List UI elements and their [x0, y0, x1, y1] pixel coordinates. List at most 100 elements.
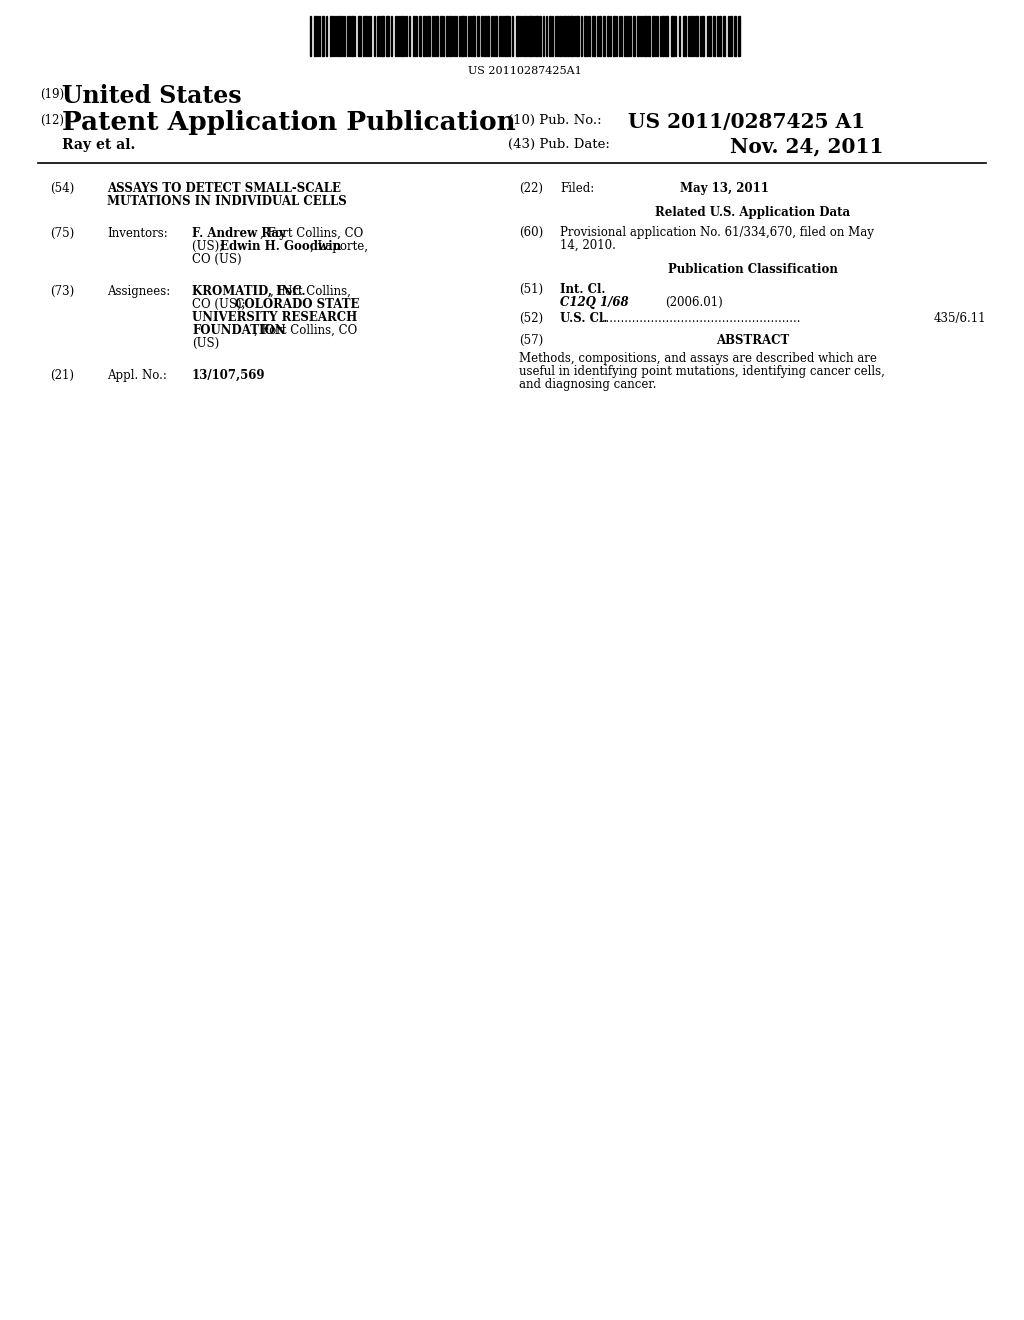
Bar — [339, 16, 341, 55]
Bar — [559, 16, 561, 55]
Text: MUTATIONS IN INDIVIDUAL CELLS: MUTATIONS IN INDIVIDUAL CELLS — [106, 195, 347, 209]
Text: (57): (57) — [519, 334, 544, 347]
Bar — [652, 16, 654, 55]
Bar — [505, 16, 508, 55]
Bar — [702, 16, 705, 55]
Bar — [564, 16, 566, 55]
Text: F. Andrew Ray: F. Andrew Ray — [193, 227, 286, 240]
Bar — [549, 16, 551, 55]
Text: ABSTRACT: ABSTRACT — [716, 334, 790, 347]
Bar — [440, 16, 442, 55]
Bar — [423, 16, 425, 55]
Bar — [419, 16, 421, 55]
Bar — [436, 16, 438, 55]
Text: C12Q 1/68: C12Q 1/68 — [560, 296, 629, 309]
Text: Methods, compositions, and assays are described which are: Methods, compositions, and assays are de… — [519, 352, 877, 366]
Bar — [449, 16, 451, 55]
Text: US 20110287425A1: US 20110287425A1 — [468, 66, 582, 77]
Text: , Fort Collins,: , Fort Collins, — [270, 285, 351, 298]
Bar — [575, 16, 579, 55]
Text: and diagnosing cancer.: and diagnosing cancer. — [519, 378, 656, 391]
Text: .....................................................: ........................................… — [598, 312, 801, 325]
Bar — [472, 16, 475, 55]
Bar — [723, 16, 725, 55]
Bar — [719, 16, 721, 55]
Text: 13/107,569: 13/107,569 — [193, 370, 265, 381]
Bar — [481, 16, 483, 55]
Bar — [734, 16, 736, 55]
Text: , Laporte,: , Laporte, — [310, 240, 368, 253]
Bar — [738, 16, 740, 55]
Text: Ray et al.: Ray et al. — [62, 139, 135, 152]
Text: FOUNDATION: FOUNDATION — [193, 323, 286, 337]
Bar — [730, 16, 732, 55]
Bar — [567, 16, 569, 55]
Text: (10) Pub. No.:: (10) Pub. No.: — [508, 114, 602, 127]
Bar — [358, 16, 361, 55]
Bar — [570, 16, 573, 55]
Text: May 13, 2011: May 13, 2011 — [680, 182, 769, 195]
Text: (21): (21) — [50, 370, 74, 381]
Text: (52): (52) — [519, 312, 543, 325]
Text: , Fort Collins, CO: , Fort Collins, CO — [260, 227, 364, 240]
Text: US 2011/0287425 A1: US 2011/0287425 A1 — [628, 112, 865, 132]
Bar — [584, 16, 586, 55]
Text: UNIVERSITY RESEARCH: UNIVERSITY RESEARCH — [193, 312, 357, 323]
Text: (43) Pub. Date:: (43) Pub. Date: — [508, 139, 610, 150]
Text: Filed:: Filed: — [560, 182, 594, 195]
Bar — [428, 16, 430, 55]
Text: Appl. No.:: Appl. No.: — [106, 370, 167, 381]
Bar — [495, 16, 497, 55]
Bar — [484, 16, 486, 55]
Text: KROMATID, INC.: KROMATID, INC. — [193, 285, 305, 298]
Bar — [381, 16, 384, 55]
Bar — [529, 16, 532, 55]
Bar — [461, 16, 464, 55]
Bar — [671, 16, 674, 55]
Text: (75): (75) — [50, 227, 75, 240]
Text: Nov. 24, 2011: Nov. 24, 2011 — [730, 136, 884, 156]
Bar — [607, 16, 609, 55]
Bar — [386, 16, 389, 55]
Text: (US): (US) — [193, 337, 219, 350]
Text: CO (US);: CO (US); — [193, 298, 250, 312]
Text: Assignees:: Assignees: — [106, 285, 170, 298]
Bar — [539, 16, 541, 55]
Text: (22): (22) — [519, 182, 543, 195]
Bar — [637, 16, 639, 55]
Text: (12): (12) — [40, 114, 63, 127]
Bar — [365, 16, 367, 55]
Text: CO (US): CO (US) — [193, 253, 242, 267]
Bar — [516, 16, 519, 55]
Text: (19): (19) — [40, 88, 65, 102]
Bar — [648, 16, 650, 55]
Text: Publication Classification: Publication Classification — [668, 263, 838, 276]
Text: ASSAYS TO DETECT SMALL-SCALE: ASSAYS TO DETECT SMALL-SCALE — [106, 182, 341, 195]
Text: Edwin H. Goodwin: Edwin H. Goodwin — [220, 240, 341, 253]
Bar — [330, 16, 332, 55]
Bar — [627, 16, 629, 55]
Text: U.S. Cl.: U.S. Cl. — [560, 312, 607, 325]
Text: 435/6.11: 435/6.11 — [934, 312, 986, 325]
Text: (73): (73) — [50, 285, 75, 298]
Bar — [695, 16, 698, 55]
Text: Inventors:: Inventors: — [106, 227, 168, 240]
Bar — [633, 16, 635, 55]
Bar — [709, 16, 711, 55]
Bar — [683, 16, 686, 55]
Text: 14, 2010.: 14, 2010. — [560, 239, 615, 252]
Bar — [524, 16, 526, 55]
Text: COLORADO STATE: COLORADO STATE — [234, 298, 359, 312]
Text: (2006.01): (2006.01) — [665, 296, 723, 309]
Text: United States: United States — [62, 84, 242, 108]
Text: (US);: (US); — [193, 240, 227, 253]
Text: (51): (51) — [519, 282, 543, 296]
Text: (60): (60) — [519, 226, 544, 239]
Bar — [592, 16, 595, 55]
Bar — [665, 16, 668, 55]
Bar — [599, 16, 601, 55]
Bar — [624, 16, 626, 55]
Bar — [322, 16, 324, 55]
Bar — [535, 16, 538, 55]
Bar — [487, 16, 489, 55]
